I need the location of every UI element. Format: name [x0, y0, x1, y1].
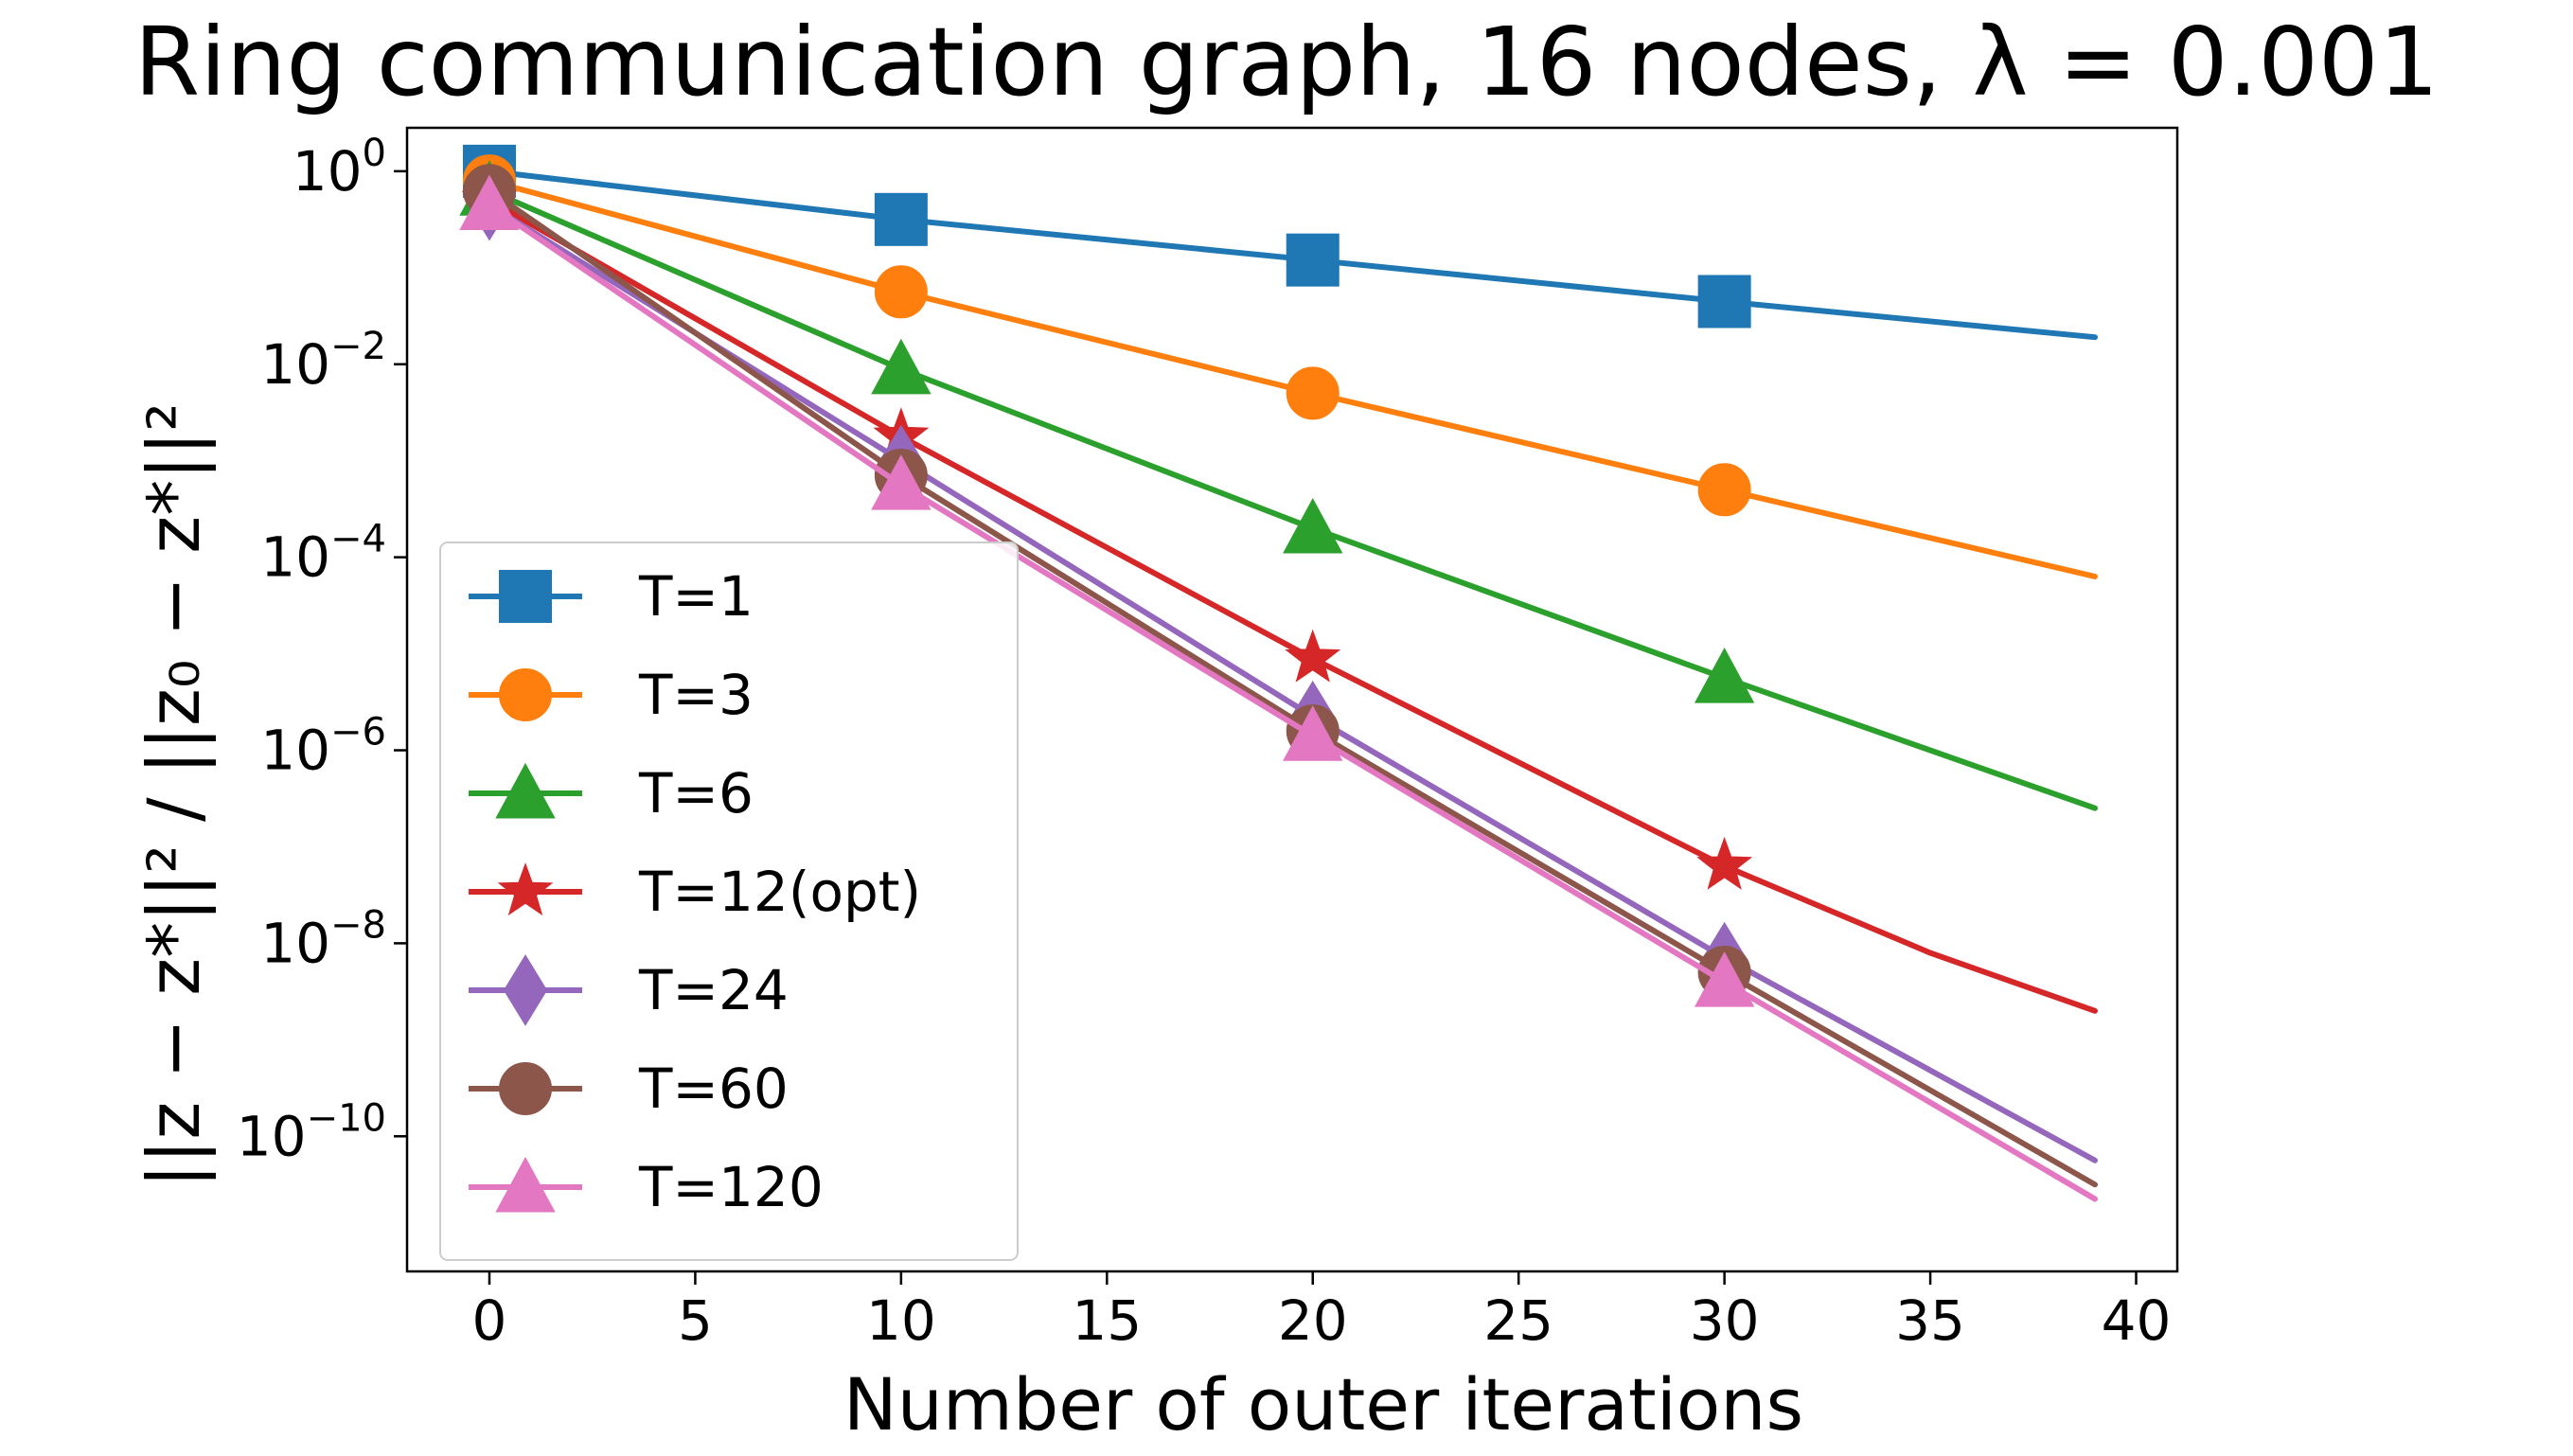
- legend-marker: [499, 668, 552, 721]
- legend-marker: [495, 1156, 556, 1213]
- legend-label: T=24: [638, 958, 789, 1022]
- data-point: [874, 192, 928, 246]
- data-point: [1696, 836, 1753, 890]
- legend-label: T=6: [638, 761, 754, 826]
- legend-marker: [499, 570, 552, 623]
- legend-item: T=1: [469, 564, 754, 629]
- x-tick-label: 15: [1072, 1288, 1142, 1353]
- legend-item: T=24: [469, 954, 789, 1026]
- series-T=120: [459, 174, 2098, 1202]
- y-tick-label: 10−4: [260, 518, 386, 590]
- data-point: [1285, 629, 1341, 683]
- legend-box: [439, 542, 1019, 1261]
- legend-item: T=120: [469, 1155, 824, 1219]
- axis-ticks: 0 5 10 15 20 25 30 35 40 100 10−2 10−4 10−6 10−8 10−10: [237, 132, 2172, 1353]
- x-tick-label: 30: [1690, 1288, 1760, 1353]
- x-tick-label: 35: [1895, 1288, 1965, 1353]
- legend-item: T=6: [469, 761, 754, 826]
- legend-label: T=120: [638, 1155, 824, 1219]
- data-point: [1283, 705, 1343, 761]
- legend-label: T=3: [638, 663, 754, 727]
- data-point: [1694, 647, 1755, 703]
- data-point: [459, 174, 520, 231]
- x-tick-label: 10: [866, 1288, 936, 1353]
- legend-label: T=12(opt): [638, 860, 921, 924]
- data-point: [871, 338, 932, 395]
- y-axis-label: ||z − z*||² / ||z₀ − z*||²: [132, 402, 217, 1188]
- data-point: [1694, 951, 1755, 1007]
- x-axis-label: Number of outer iterations: [843, 1362, 1803, 1447]
- data-point: [874, 265, 928, 319]
- legend-marker: [499, 1062, 552, 1115]
- series-group: [459, 144, 2098, 1202]
- legend-label: T=60: [638, 1056, 789, 1121]
- x-tick-label: 25: [1483, 1288, 1553, 1353]
- legend-item: T=12(opt): [469, 860, 921, 924]
- chart-title: Ring communication graph, 16 nodes, λ = …: [134, 7, 2439, 117]
- y-tick-label: 10−10: [237, 1096, 386, 1168]
- data-point: [1286, 366, 1340, 420]
- legend-marker: [503, 954, 548, 1026]
- plot-frame: [405, 126, 2179, 1273]
- legend-marker: [497, 862, 554, 916]
- x-tick-label: 20: [1278, 1288, 1348, 1353]
- y-tick-label: 10−8: [260, 903, 386, 975]
- y-tick-label: 100: [293, 132, 386, 204]
- data-point: [1286, 233, 1340, 287]
- data-point: [871, 454, 932, 510]
- y-tick-label: 10−6: [260, 711, 386, 783]
- legend-label: T=1: [638, 564, 754, 629]
- series-line: [487, 197, 2098, 1014]
- series-T=1: [462, 144, 2098, 341]
- data-point: [1697, 275, 1751, 328]
- data-point: [1697, 463, 1751, 517]
- legend-item: T=3: [469, 663, 754, 727]
- legend-marker: [495, 762, 556, 819]
- y-tick-label: 10−2: [260, 325, 386, 397]
- legend: T=1 T=3 T=6 T=12(opt) T=24 T=60 T=120: [439, 542, 1019, 1261]
- legend-item: T=60: [469, 1056, 789, 1121]
- x-tick-label: 40: [2102, 1288, 2172, 1353]
- data-point: [1283, 497, 1343, 554]
- x-tick-label: 5: [678, 1288, 713, 1353]
- x-tick-label: 0: [472, 1288, 507, 1353]
